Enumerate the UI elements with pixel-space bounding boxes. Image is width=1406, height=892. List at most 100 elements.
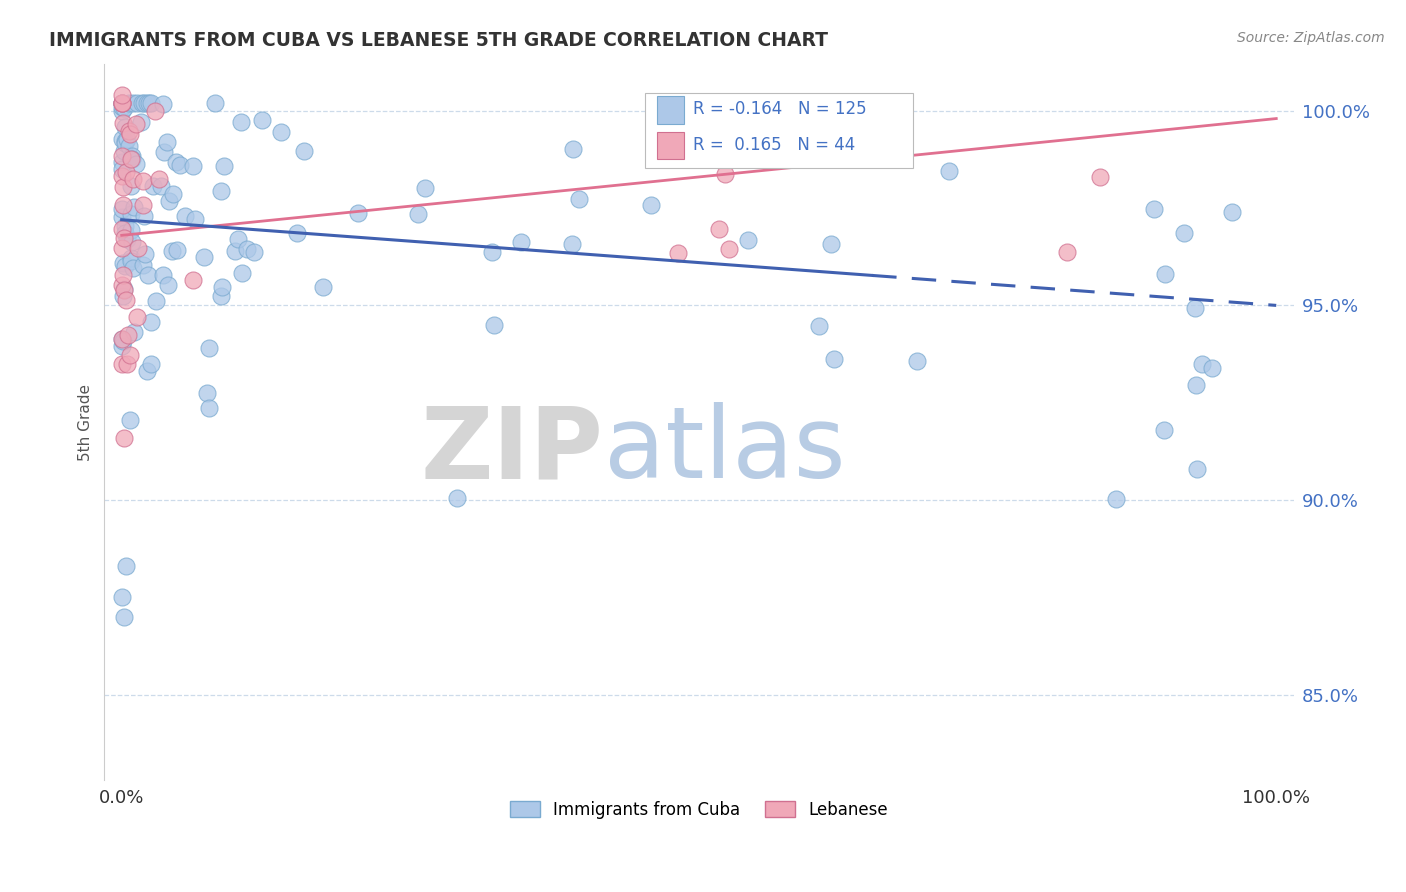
Point bbox=[139, 315, 162, 329]
Point bbox=[118, 348, 141, 362]
Point bbox=[169, 158, 191, 172]
Point bbox=[1090, 170, 1112, 185]
Point bbox=[121, 171, 143, 186]
Point bbox=[209, 184, 232, 198]
Point bbox=[122, 200, 145, 214]
Point bbox=[111, 591, 134, 605]
Point bbox=[156, 135, 179, 149]
Point bbox=[214, 159, 236, 173]
Point bbox=[235, 242, 257, 256]
Point bbox=[285, 226, 308, 240]
Point bbox=[114, 134, 136, 148]
FancyBboxPatch shape bbox=[645, 93, 912, 168]
Point bbox=[152, 97, 174, 112]
Point bbox=[568, 193, 591, 207]
Point bbox=[481, 245, 503, 260]
Point bbox=[152, 145, 174, 159]
Point bbox=[1185, 462, 1208, 476]
Point bbox=[666, 245, 689, 260]
Point bbox=[510, 235, 533, 249]
Point bbox=[243, 245, 266, 260]
Point bbox=[112, 431, 135, 445]
Point bbox=[121, 152, 143, 166]
Point bbox=[121, 149, 143, 163]
Point bbox=[111, 131, 134, 145]
Point bbox=[111, 99, 134, 113]
Point bbox=[120, 253, 142, 268]
Point bbox=[111, 116, 134, 130]
Point bbox=[111, 169, 134, 183]
Point bbox=[292, 145, 315, 159]
Point bbox=[120, 413, 142, 427]
Point bbox=[111, 95, 134, 110]
Point bbox=[852, 128, 875, 143]
Point bbox=[111, 334, 134, 349]
Point bbox=[111, 88, 134, 103]
Text: ZIP: ZIP bbox=[420, 402, 603, 500]
Point bbox=[122, 326, 145, 340]
Point bbox=[132, 258, 155, 272]
Bar bbox=[658, 96, 683, 123]
Point bbox=[211, 280, 233, 294]
Point bbox=[166, 243, 188, 257]
Point bbox=[112, 609, 135, 624]
Point bbox=[406, 207, 429, 221]
Point bbox=[111, 211, 134, 225]
Point bbox=[127, 310, 149, 324]
Text: R =  0.165   N = 44: R = 0.165 N = 44 bbox=[693, 136, 855, 154]
Point bbox=[111, 95, 134, 110]
Point bbox=[204, 95, 226, 110]
Point bbox=[115, 293, 138, 308]
Point bbox=[198, 401, 221, 415]
Point bbox=[111, 221, 134, 235]
Point bbox=[111, 332, 134, 346]
Point bbox=[1105, 491, 1128, 506]
Point bbox=[111, 202, 134, 216]
Point bbox=[1143, 202, 1166, 216]
Point bbox=[112, 198, 135, 212]
Point bbox=[121, 95, 143, 110]
Point bbox=[886, 108, 908, 122]
Point bbox=[905, 354, 928, 368]
Point bbox=[183, 211, 205, 226]
Point bbox=[209, 289, 232, 303]
Point bbox=[198, 341, 221, 355]
Point bbox=[134, 95, 156, 110]
Point bbox=[1153, 423, 1175, 437]
Text: IMMIGRANTS FROM CUBA VS LEBANESE 5TH GRADE CORRELATION CHART: IMMIGRANTS FROM CUBA VS LEBANESE 5TH GRA… bbox=[49, 31, 828, 50]
Point bbox=[120, 206, 142, 220]
Point bbox=[231, 266, 253, 280]
Point bbox=[820, 237, 842, 252]
Point bbox=[157, 277, 180, 292]
Point bbox=[132, 198, 155, 212]
Point bbox=[174, 209, 197, 223]
Bar bbox=[658, 132, 683, 160]
Point bbox=[114, 136, 136, 151]
Point bbox=[1056, 245, 1078, 260]
Point bbox=[413, 181, 436, 195]
Point bbox=[135, 95, 157, 110]
Point bbox=[120, 152, 142, 166]
Point bbox=[938, 163, 960, 178]
Point bbox=[181, 159, 204, 173]
Point bbox=[111, 357, 134, 371]
Point bbox=[114, 120, 136, 134]
Point bbox=[193, 250, 215, 264]
Point bbox=[121, 260, 143, 275]
Point bbox=[111, 149, 134, 163]
Point bbox=[270, 125, 292, 139]
Point bbox=[118, 127, 141, 141]
Point bbox=[111, 95, 134, 110]
Y-axis label: 5th Grade: 5th Grade bbox=[79, 384, 93, 460]
Point bbox=[115, 165, 138, 179]
Point bbox=[226, 232, 249, 246]
Point bbox=[132, 209, 155, 223]
Point bbox=[132, 174, 155, 188]
Legend: Immigrants from Cuba, Lebanese: Immigrants from Cuba, Lebanese bbox=[503, 795, 894, 826]
Point bbox=[114, 101, 136, 115]
Point bbox=[138, 95, 160, 110]
Point bbox=[120, 223, 142, 237]
Point bbox=[142, 179, 165, 194]
Point bbox=[111, 242, 134, 256]
Point bbox=[1173, 227, 1195, 241]
